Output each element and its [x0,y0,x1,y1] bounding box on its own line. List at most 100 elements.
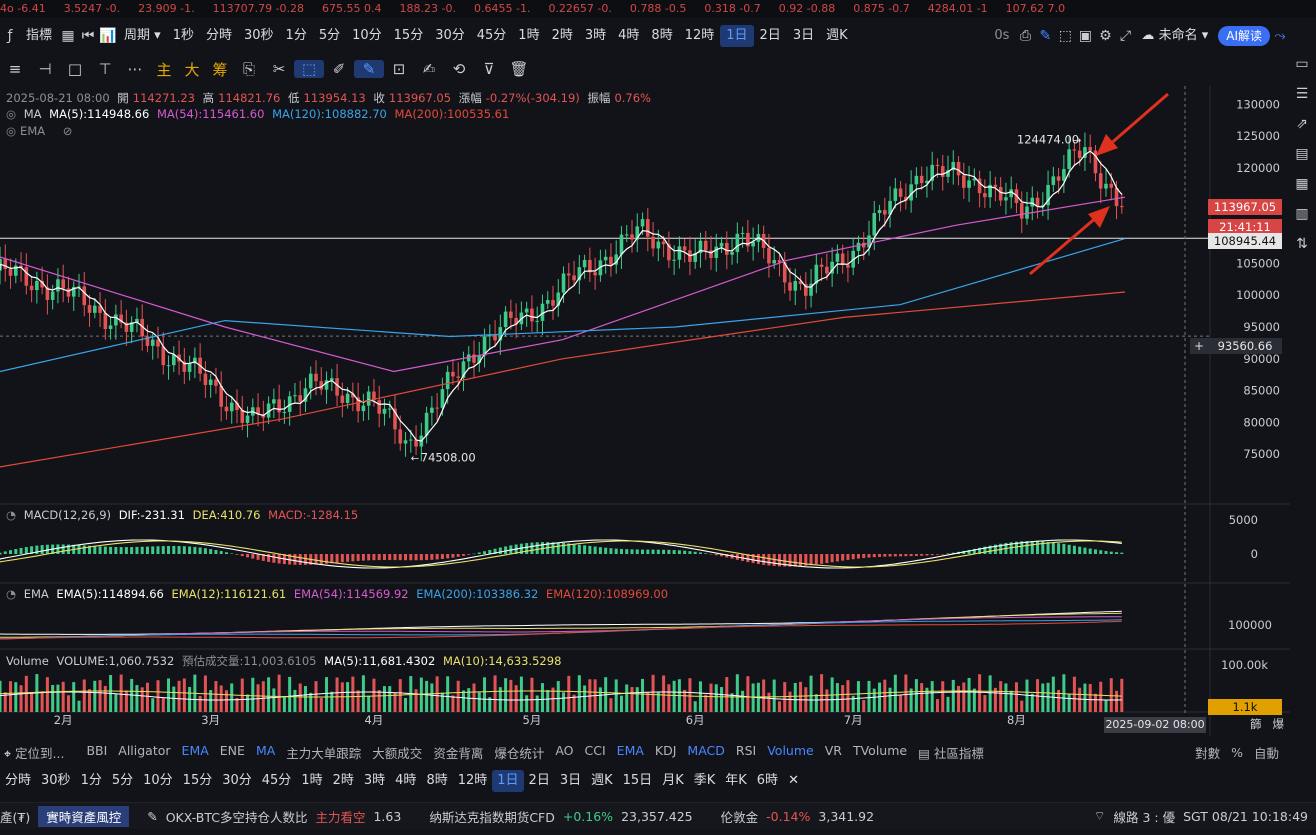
indicator-资金背离[interactable]: 资金背离 [433,745,484,761]
bottom-timeframe-45分[interactable]: 45分 [261,773,292,788]
gold-label[interactable]: 伦敦金 [720,809,759,825]
bottom-timeframe-1時[interactable]: 1時 [301,773,323,788]
axis-filter-button[interactable]: 篩 [1250,717,1262,731]
grid-icon[interactable]: ▦ [1295,176,1309,192]
chips-button[interactable]: 筹 [212,60,228,79]
select-icon[interactable]: ⬚ [294,60,324,78]
bottom-timeframe-8時[interactable]: 8時 [426,773,448,788]
indicator-大额成交[interactable]: 大额成交 [372,745,423,761]
timeframe-1日[interactable]: 1日 [720,25,754,47]
ai-button[interactable]: AI解读 [1218,26,1270,46]
orderbook-icon[interactable]: ☰ [1295,86,1309,102]
calendar-icon[interactable]: ▦ [61,28,75,44]
nasdaq-label[interactable]: 纳斯达克指数期货CFD [429,809,555,825]
ticker-item[interactable]: 107.62 7.0 [1005,2,1066,15]
magnet-icon[interactable]: ⟲ [452,60,466,78]
ticker-item[interactable]: 4o -6.41 [0,2,46,15]
bottom-timeframe-5分[interactable]: 5分 [111,773,134,788]
macd-bell-icon[interactable]: ◔ [6,508,17,522]
bottom-timeframe-15日[interactable]: 15日 [622,773,653,788]
pencil-icon[interactable]: ✎ [147,808,158,824]
camera-icon[interactable]: ⎙ [1019,28,1032,44]
indicators-button[interactable]: 指標 [26,28,53,43]
ticker-item[interactable]: 0.6455 -1. [473,2,531,15]
bottom-timeframe-季K[interactable]: 季K [693,773,716,788]
timeframe-1分[interactable]: 1分 [285,28,307,43]
bottom-timeframe-1分[interactable]: 1分 [80,773,102,788]
big-order-button[interactable]: 大 [184,60,200,79]
auto-toggle[interactable]: 自動 [1253,745,1279,761]
more-icon[interactable]: ⋯ [127,60,143,78]
ticker-item[interactable]: 0.22657 -0. [548,2,612,15]
list-icon[interactable]: ▥ [1295,206,1309,222]
period-dropdown[interactable]: 周期 ▾ [124,28,161,43]
trash-icon[interactable]: 🗑 [509,60,529,78]
brush-icon[interactable]: ✎ [354,60,384,78]
fullscreen-icon[interactable]: ⤢ [1119,28,1132,44]
share-icon[interactable]: ⤳ [1274,28,1286,44]
indicator-volume[interactable]: Volume [767,742,814,758]
swap-icon[interactable]: ⇅ [1296,236,1308,252]
timeframe-5分[interactable]: 5分 [318,28,341,43]
indicator-主力大单跟踪[interactable]: 主力大单跟踪 [286,745,362,761]
save-icon[interactable]: ⬚ [1058,28,1073,44]
timeframe-30分[interactable]: 30分 [435,28,465,43]
timeframe-3時[interactable]: 3時 [584,28,607,43]
snapshot-icon[interactable]: ⎘ [242,60,255,78]
bottom-timeframe-週K[interactable]: 週K [591,773,613,788]
ema-toggle[interactable]: ◎ EMA ⊘ [6,124,76,138]
template-icon[interactable]: ▣ [1078,28,1093,44]
ema-legend[interactable]: ◔ EMA EMA(5):114894.66 EMA(12):116121.61… [6,587,672,601]
ticker-item[interactable]: 675.55 0.4 [322,2,382,15]
magic-icon[interactable]: ✂ [272,60,286,78]
log-toggle[interactable]: 對數 [1195,745,1221,761]
indicator-ene[interactable]: ENE [219,742,245,758]
bottom-timeframe-3時[interactable]: 3時 [363,773,386,788]
risk-button[interactable]: 實時資產風控 [38,805,130,827]
horizontal-line-icon[interactable]: ⊣ [38,60,52,78]
ticker-item[interactable]: 0.788 -0.5 [629,2,687,15]
indicator-爆仓统计[interactable]: 爆仓统计 [494,745,545,761]
timeframe-2日[interactable]: 2日 [759,28,781,43]
ema-bell-icon[interactable]: ◔ [6,587,17,601]
pencil-icon[interactable]: ✎ [1039,28,1052,44]
ema-eye-icon[interactable]: ◎ [6,124,17,138]
indicator-ma[interactable]: MA [255,742,276,758]
trend-icon[interactable]: ⇗ [1296,116,1308,132]
percent-toggle[interactable]: % [1231,744,1243,760]
timeframe-分時[interactable]: 分時 [205,28,232,43]
indicator-ema[interactable]: EMA [616,742,644,758]
timeframe-30秒[interactable]: 30秒 [244,28,274,43]
indicator-rsi[interactable]: RSI [735,742,757,758]
table-icon[interactable]: ▤ [1295,146,1309,162]
replay-icon[interactable]: ⏮ [81,28,95,44]
bottom-timeframe-2日[interactable]: 2日 [528,773,550,788]
menu-icon[interactable]: ≡ [8,60,22,78]
timeframe-1時[interactable]: 1時 [518,28,540,43]
timeframe-45分[interactable]: 45分 [476,28,507,43]
ticker-item[interactable]: 0.318 -0.7 [704,2,761,15]
network-line-label[interactable]: 線路 3 : 優 [1113,809,1176,825]
volume-legend[interactable]: Volume VOLUME:1,060.7532 預估成交量:11,003.61… [6,653,565,669]
indicator-vr[interactable]: VR [824,742,842,758]
close-icon[interactable]: ✕ [788,773,799,788]
indicator-tvolume[interactable]: TVolume [852,742,908,758]
bottom-timeframe-月K[interactable]: 月K [662,773,684,788]
layout-dropdown[interactable]: ☁ 未命名 ▾ [1141,28,1209,43]
chart-type-icon[interactable]: 📊 [99,28,117,44]
assets-label[interactable]: 產(₮) [0,809,31,825]
settings-icon[interactable]: ⚙ [1099,28,1112,44]
timeframe-週K[interactable]: 週K [826,28,848,43]
indicator-ema[interactable]: EMA [181,742,209,758]
price-chart[interactable]: 1300001250001200001100001050001000009500… [0,86,1290,736]
bottom-timeframe-30分[interactable]: 30分 [222,773,252,788]
indicator-alligator[interactable]: Alligator [118,742,171,758]
ma-eye-icon[interactable]: ◎ [6,107,17,121]
ticker-item[interactable]: 4284.01 -1 [927,2,988,15]
ticker-item[interactable]: 188.23 -0. [399,2,456,15]
bottom-timeframe-10分[interactable]: 10分 [143,773,173,788]
bottom-timeframe-分時[interactable]: 分時 [5,773,32,788]
lock-icon[interactable]: ⊡ [392,60,406,78]
ticker-item[interactable]: 113707.79 -0.28 [212,2,305,15]
timeframe-8時[interactable]: 8時 [651,28,673,43]
